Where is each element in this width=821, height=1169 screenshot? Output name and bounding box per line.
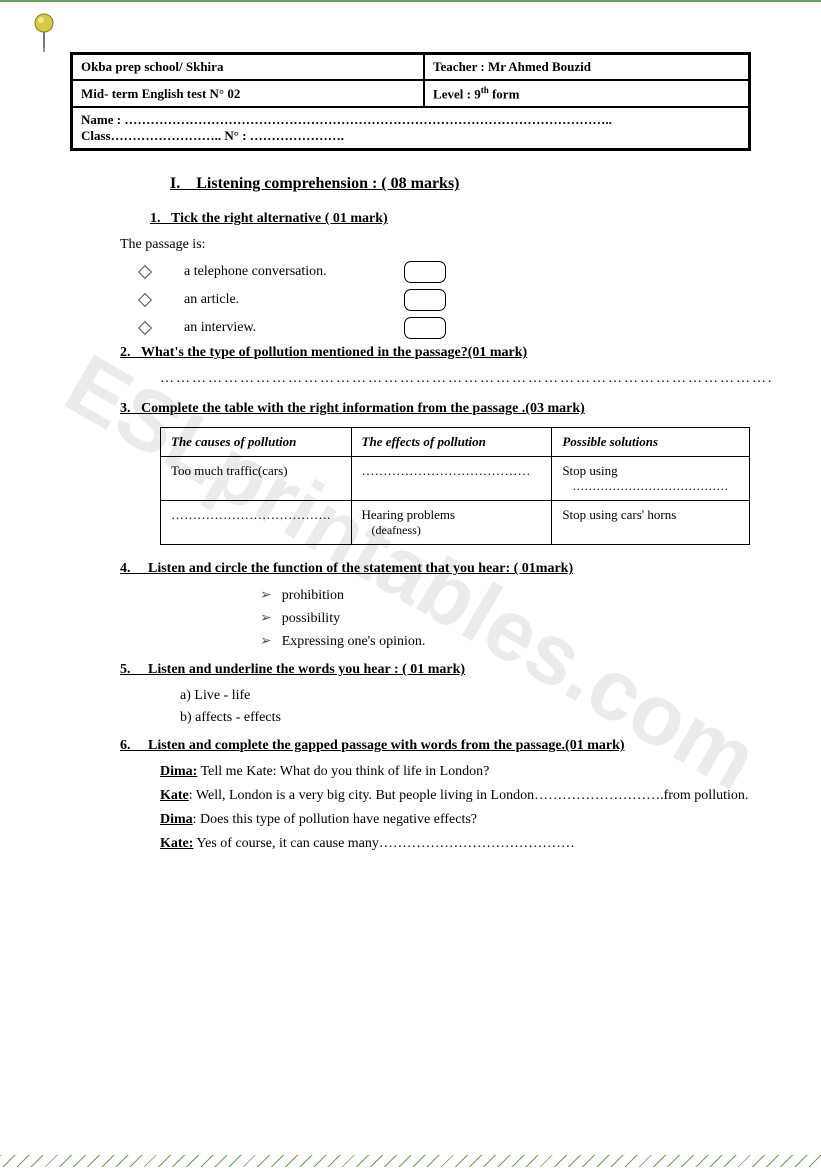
bullet-icon — [138, 321, 152, 335]
q1-option-label: a telephone conversation. — [184, 264, 384, 280]
level-suffix: th — [481, 85, 489, 95]
q1-option: an article. — [140, 289, 751, 311]
q3-col-header: The effects of pollution — [351, 428, 552, 457]
q4-options: prohibition possibility Expressing one's… — [260, 587, 751, 650]
no-label: N° : — [224, 128, 246, 143]
q1-option-label: an interview. — [184, 320, 384, 336]
q5-items: a) Live - life b) affects - effects — [180, 688, 751, 726]
bullet-icon — [138, 293, 152, 307]
q3-col-header: Possible solutions — [552, 428, 750, 457]
speaker-name: Kate — [160, 788, 189, 803]
q2-answer-blank[interactable]: ……………………………………………………………………………………………………. — [160, 371, 751, 387]
section-roman: I. — [170, 175, 180, 192]
speaker-name: Dima — [160, 812, 193, 827]
table-row: Too much traffic(cars) ………………………………… Sto… — [161, 457, 750, 501]
q1-option: an interview. — [140, 317, 751, 339]
pushpin-icon — [30, 12, 58, 52]
class-label: Class — [81, 128, 111, 143]
q4-option[interactable]: Expressing one's opinion. — [260, 633, 751, 650]
checkbox[interactable] — [404, 289, 446, 311]
q5-item[interactable]: b) affects - effects — [180, 710, 751, 726]
no-blank[interactable]: …………………. — [247, 128, 345, 143]
section-title: I. Listening comprehension : ( 08 marks) — [170, 175, 751, 193]
teacher-name: Mr Ahmed Bouzid — [488, 59, 591, 74]
bullet-icon — [138, 265, 152, 279]
dialog-line: Kate: Yes of course, it can cause many……… — [160, 836, 751, 852]
q1-heading: 1. Tick the right alternative ( 01 mark) — [150, 211, 751, 227]
speaker-name: Dima: — [160, 764, 197, 779]
class-blank[interactable]: …………………….. — [111, 128, 222, 143]
q3-cell[interactable]: Hearing problems(deafness) — [351, 501, 552, 545]
q4-option[interactable]: prohibition — [260, 587, 751, 604]
q1-options: a telephone conversation. an article. an… — [140, 261, 751, 339]
dialog-text: : Does this type of pollution have negat… — [193, 812, 477, 827]
q3-cell[interactable]: Stop using cars' horns — [552, 501, 750, 545]
q1-option-label: an article. — [184, 292, 384, 308]
level-label: Level : — [433, 86, 471, 101]
header-table: Okba prep school/ Skhira Teacher : Mr Ah… — [70, 52, 751, 151]
level-after: form — [489, 86, 520, 101]
q1-option: a telephone conversation. — [140, 261, 751, 283]
q3-table: The causes of pollution The effects of p… — [160, 427, 750, 545]
q6-heading: 6. Listen and complete the gapped passag… — [120, 738, 751, 754]
test-cell: Mid- term English test N° 02 — [72, 80, 425, 107]
q3-cell[interactable]: Stop using………………………………… — [552, 457, 750, 501]
dialog-text: Tell me Kate: What do you think of life … — [197, 764, 489, 779]
q2-heading: 2. What's the type of pollution mentione… — [120, 345, 751, 361]
level-cell: Level : 9th form — [424, 80, 749, 107]
school-cell: Okba prep school/ Skhira — [72, 54, 425, 81]
checkbox[interactable] — [404, 261, 446, 283]
q3-col-header: The causes of pollution — [161, 428, 352, 457]
name-row: Name : ………………………………………………………………………………………… — [72, 107, 750, 150]
q3-cell[interactable]: ………………………………… — [351, 457, 552, 501]
q6-dialog: Dima: Tell me Kate: What do you think of… — [160, 764, 751, 852]
dialog-text[interactable]: : Well, London is a very big city. But p… — [189, 788, 749, 803]
dialog-text[interactable]: Yes of course, it can cause many……………………… — [193, 836, 574, 851]
speaker-name: Kate: — [160, 836, 193, 851]
teacher-label: Teacher : — [433, 59, 485, 74]
q1-intro: The passage is: — [120, 237, 751, 253]
dialog-line: Dima: Does this type of pollution have n… — [160, 812, 751, 828]
q3-cell[interactable]: ………………………………. — [161, 501, 352, 545]
q5-heading: 5. Listen and underline the words you he… — [120, 662, 751, 678]
q3-heading: 3. Complete the table with the right inf… — [120, 401, 751, 417]
table-row: ………………………………. Hearing problems(deafness)… — [161, 501, 750, 545]
name-blank[interactable]: ………………………………………………………………………………………………….. — [121, 112, 612, 127]
checkbox[interactable] — [404, 317, 446, 339]
q4-heading: 4. Listen and circle the function of the… — [120, 561, 751, 577]
q5-item[interactable]: a) Live - life — [180, 688, 751, 704]
q3-cell[interactable]: Too much traffic(cars) — [161, 457, 352, 501]
q4-option[interactable]: possibility — [260, 610, 751, 627]
section-text: Listening comprehension : ( 08 marks) — [196, 175, 459, 192]
teacher-cell: Teacher : Mr Ahmed Bouzid — [424, 54, 749, 81]
dialog-line: Kate: Well, London is a very big city. B… — [160, 788, 751, 804]
dialog-line: Dima: Tell me Kate: What do you think of… — [160, 764, 751, 780]
name-label: Name : — [81, 112, 121, 127]
